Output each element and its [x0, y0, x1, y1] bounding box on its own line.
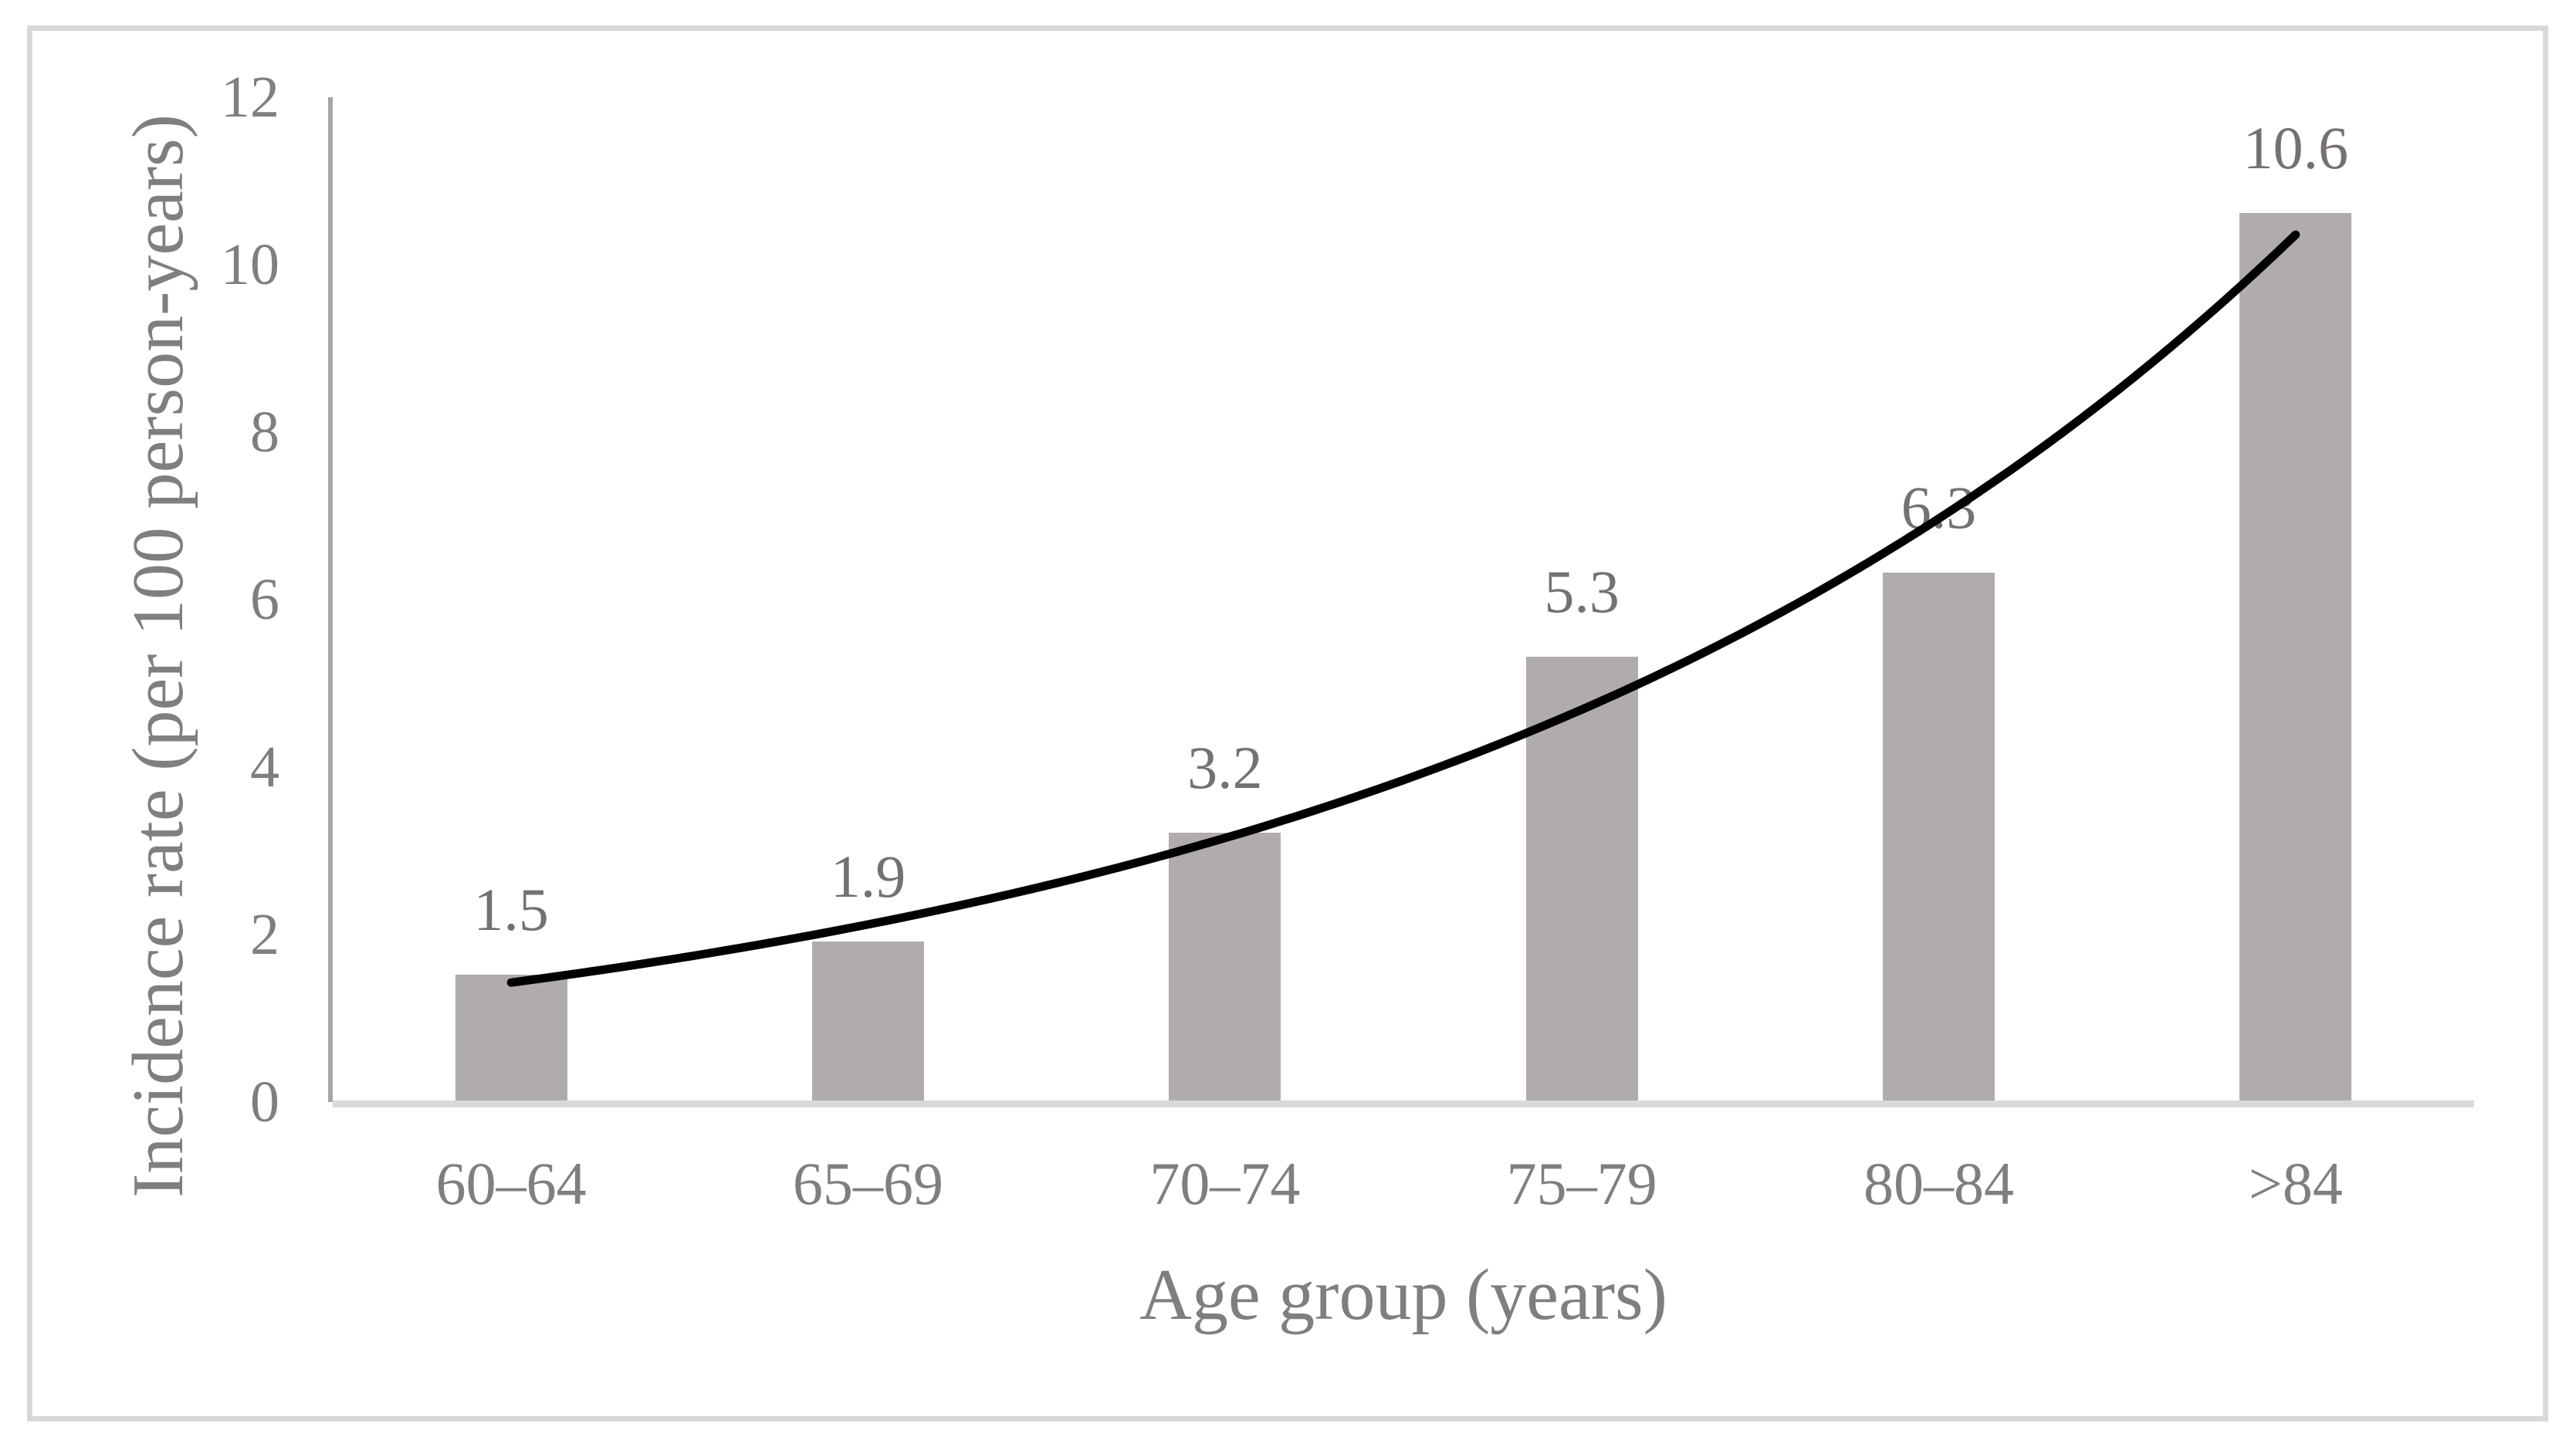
bar-65–69: [812, 942, 924, 1100]
data-label-80–84: 6.3: [1901, 474, 1977, 541]
y-tick-label-6: 6: [250, 567, 279, 632]
x-tick-label-60–64: 60–64: [435, 1150, 587, 1217]
data-label->84: 10.6: [2243, 114, 2349, 181]
data-label-65–69: 1.9: [830, 843, 906, 910]
y-tick-label-4: 4: [250, 735, 279, 800]
y-tick-label-8: 8: [250, 400, 279, 465]
data-label-75–79: 5.3: [1544, 558, 1620, 625]
y-axis-title: Incidence rate (per 100 person-years): [118, 113, 198, 1199]
x-tick-label-80–84: 80–84: [1863, 1150, 2014, 1217]
bar-60–64: [455, 975, 567, 1100]
bar-70–74: [1169, 833, 1281, 1100]
x-axis-line: [333, 1100, 2474, 1107]
x-axis-title: Age group (years): [1139, 1255, 1667, 1335]
data-label-60–64: 1.5: [473, 876, 549, 943]
y-tick-label-0: 0: [250, 1070, 279, 1134]
x-tick-label-65–69: 65–69: [793, 1150, 943, 1217]
y-tick-label-2: 2: [250, 902, 279, 967]
bar-80–84: [1883, 573, 1995, 1100]
bar->84: [2239, 213, 2352, 1100]
y-tick-label-10: 10: [221, 232, 279, 297]
bar-75–79: [1525, 657, 1638, 1100]
x-tick-label->84: >84: [2248, 1150, 2343, 1217]
data-label-70–74: 3.2: [1187, 734, 1263, 801]
y-tick-label-12: 12: [221, 65, 279, 130]
x-tick-label-70–74: 70–74: [1149, 1150, 1301, 1217]
y-axis-line: [328, 97, 333, 1102]
x-tick-label-75–79: 75–79: [1506, 1150, 1657, 1217]
